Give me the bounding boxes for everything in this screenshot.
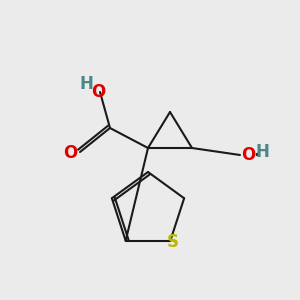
Text: H: H: [79, 75, 93, 93]
Text: O: O: [241, 146, 255, 164]
Text: O: O: [63, 144, 77, 162]
Text: H: H: [255, 143, 269, 161]
Text: S: S: [166, 233, 178, 251]
Text: O: O: [91, 83, 105, 101]
